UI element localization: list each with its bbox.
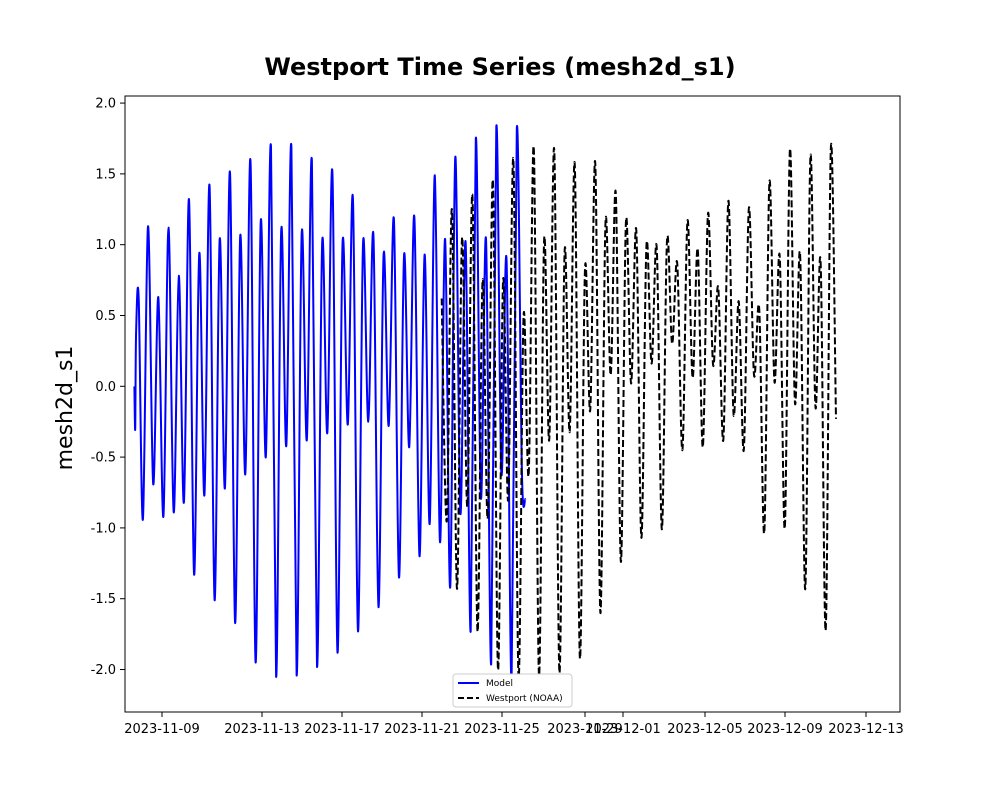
x-tick-label: 2023-11-13: [224, 722, 300, 737]
y-tick-label: 0.0: [95, 380, 116, 395]
legend-label-model: Model: [486, 679, 513, 689]
x-tick-label: 2023-11-29: [547, 722, 623, 737]
plot-frame: [124, 95, 901, 713]
legend-label-westport: Westport (NOAA): [486, 694, 563, 704]
y-tick-label: 2.0: [95, 97, 116, 112]
x-tick-label: 2023-11-21: [384, 722, 460, 737]
legend: Model Westport (NOAA): [452, 673, 573, 708]
series-line-model: [133, 124, 527, 681]
series-line-westport-noaa: [440, 142, 837, 679]
y-tick-label: 0.5: [95, 309, 116, 324]
y-tick-label: -1.5: [91, 592, 116, 607]
y-tick-label: 1.0: [95, 238, 116, 253]
x-tick-label: 2023-12-13: [828, 722, 904, 737]
legend-box: [452, 673, 573, 708]
x-tick-label: 2023-12-09: [747, 722, 823, 737]
plot-area: [133, 124, 837, 681]
y-tick-label: -2.0: [91, 663, 116, 678]
chart-title: Westport Time Series (mesh2d_s1): [264, 53, 735, 81]
x-tick-label: 2023-11-17: [304, 722, 380, 737]
x-tick-label: 2023-11-25: [464, 722, 540, 737]
x-tick-label: 2023-12-05: [667, 722, 743, 737]
axis-ticks: 2023-11-09 2023-11-13 2023-11-17 2023-11-21…: [91, 97, 904, 737]
y-axis-label: mesh2d_s1: [53, 346, 78, 471]
y-tick-label: -1.0: [91, 521, 116, 536]
x-tick-label: 2023-12-01: [585, 722, 661, 737]
y-tick-label: -0.5: [91, 451, 116, 466]
x-tick-label: 2023-11-09: [124, 722, 200, 737]
y-tick-label: 1.5: [95, 167, 116, 182]
